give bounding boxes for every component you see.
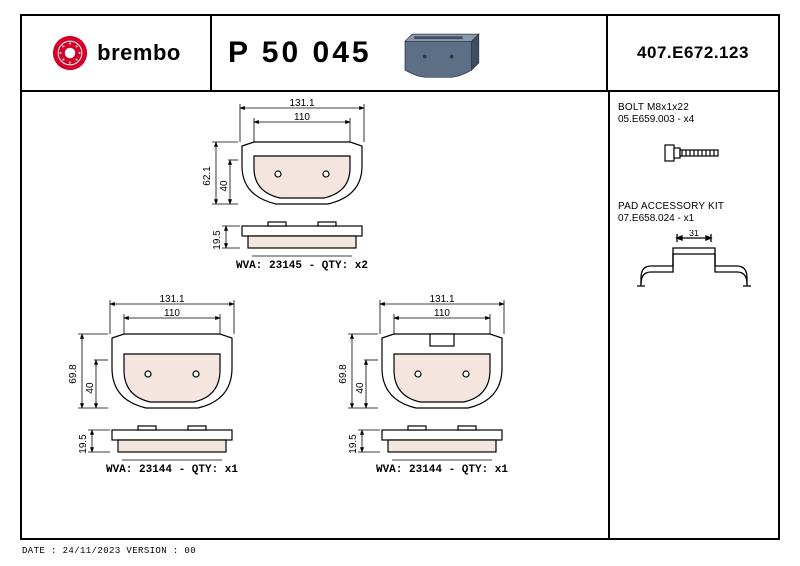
dim: 131.1: [429, 294, 454, 305]
part-number-cell: P 50 045: [212, 16, 608, 90]
dim: 131.1: [159, 294, 184, 305]
kit-block: PAD ACCESSORY KIT 07.E658.024 - x1: [618, 201, 770, 300]
dim: 110: [164, 308, 180, 319]
clip-icon: 31: [629, 230, 759, 300]
dim: 19.5: [212, 230, 223, 250]
logo-cell: brembo: [22, 16, 212, 90]
brand-text: brembo: [97, 40, 181, 66]
part-number: P 50 045: [228, 36, 372, 70]
drawing-sheet: brembo P 50 045 407.E672.123 BOLT M8x1x2…: [20, 14, 780, 540]
wva-top: WVA: 23145 - QTY: x2: [236, 260, 368, 272]
bolt-title: BOLT M8x1x22: [618, 102, 770, 113]
dim: 40: [219, 180, 230, 192]
wva-bl: WVA: 23144 - QTY: x1: [106, 464, 238, 476]
pad-top: 131.1 110 62.1 40 19.5 WVA: 23145 - QTY:…: [172, 96, 432, 286]
dim: 40: [85, 382, 96, 394]
footer: DATE : 24/11/2023 VERSION : 00: [22, 546, 196, 556]
sidebar: BOLT M8x1x22 05.E659.003 - x4: [608, 92, 778, 538]
pad-bottom-right: 131.1 110 69.8 40 19.5 WVA: 23144 - QTY:…: [312, 292, 572, 492]
dim: 110: [434, 308, 450, 319]
header-row: brembo P 50 045 407.E672.123: [22, 16, 778, 92]
kit-code: 07.E658.024 - x1: [618, 213, 770, 224]
main-area: 131.1 110 62.1 40 19.5 WVA: 23145 - QTY:…: [22, 92, 608, 538]
bolt-block: BOLT M8x1x22 05.E659.003 - x4: [618, 102, 770, 175]
dim: 19.5: [78, 434, 89, 454]
clip-dim: 31: [689, 230, 699, 238]
dim: 62.1: [202, 166, 213, 186]
dim: 69.8: [68, 364, 79, 384]
dim: 131.1: [289, 98, 314, 109]
brembo-logo-icon: [51, 34, 89, 72]
top-code-cell: 407.E672.123: [608, 16, 778, 90]
dim: 40: [355, 382, 366, 394]
dim: 19.5: [348, 434, 359, 454]
top-code: 407.E672.123: [637, 43, 749, 63]
wva-br: WVA: 23144 - QTY: x1: [376, 464, 508, 476]
dim: 69.8: [338, 364, 349, 384]
bolt-code: 05.E659.003 - x4: [618, 114, 770, 125]
dim: 110: [294, 112, 310, 123]
kit-title: PAD ACCESSORY KIT: [618, 201, 770, 212]
body: BOLT M8x1x22 05.E659.003 - x4: [22, 92, 778, 538]
bolt-icon: [659, 131, 729, 175]
pad-3d-render: [396, 25, 486, 81]
pad-bottom-left: 131.1 110 69.8 40 19.5 WVA: 23144 - QTY:…: [42, 292, 302, 492]
